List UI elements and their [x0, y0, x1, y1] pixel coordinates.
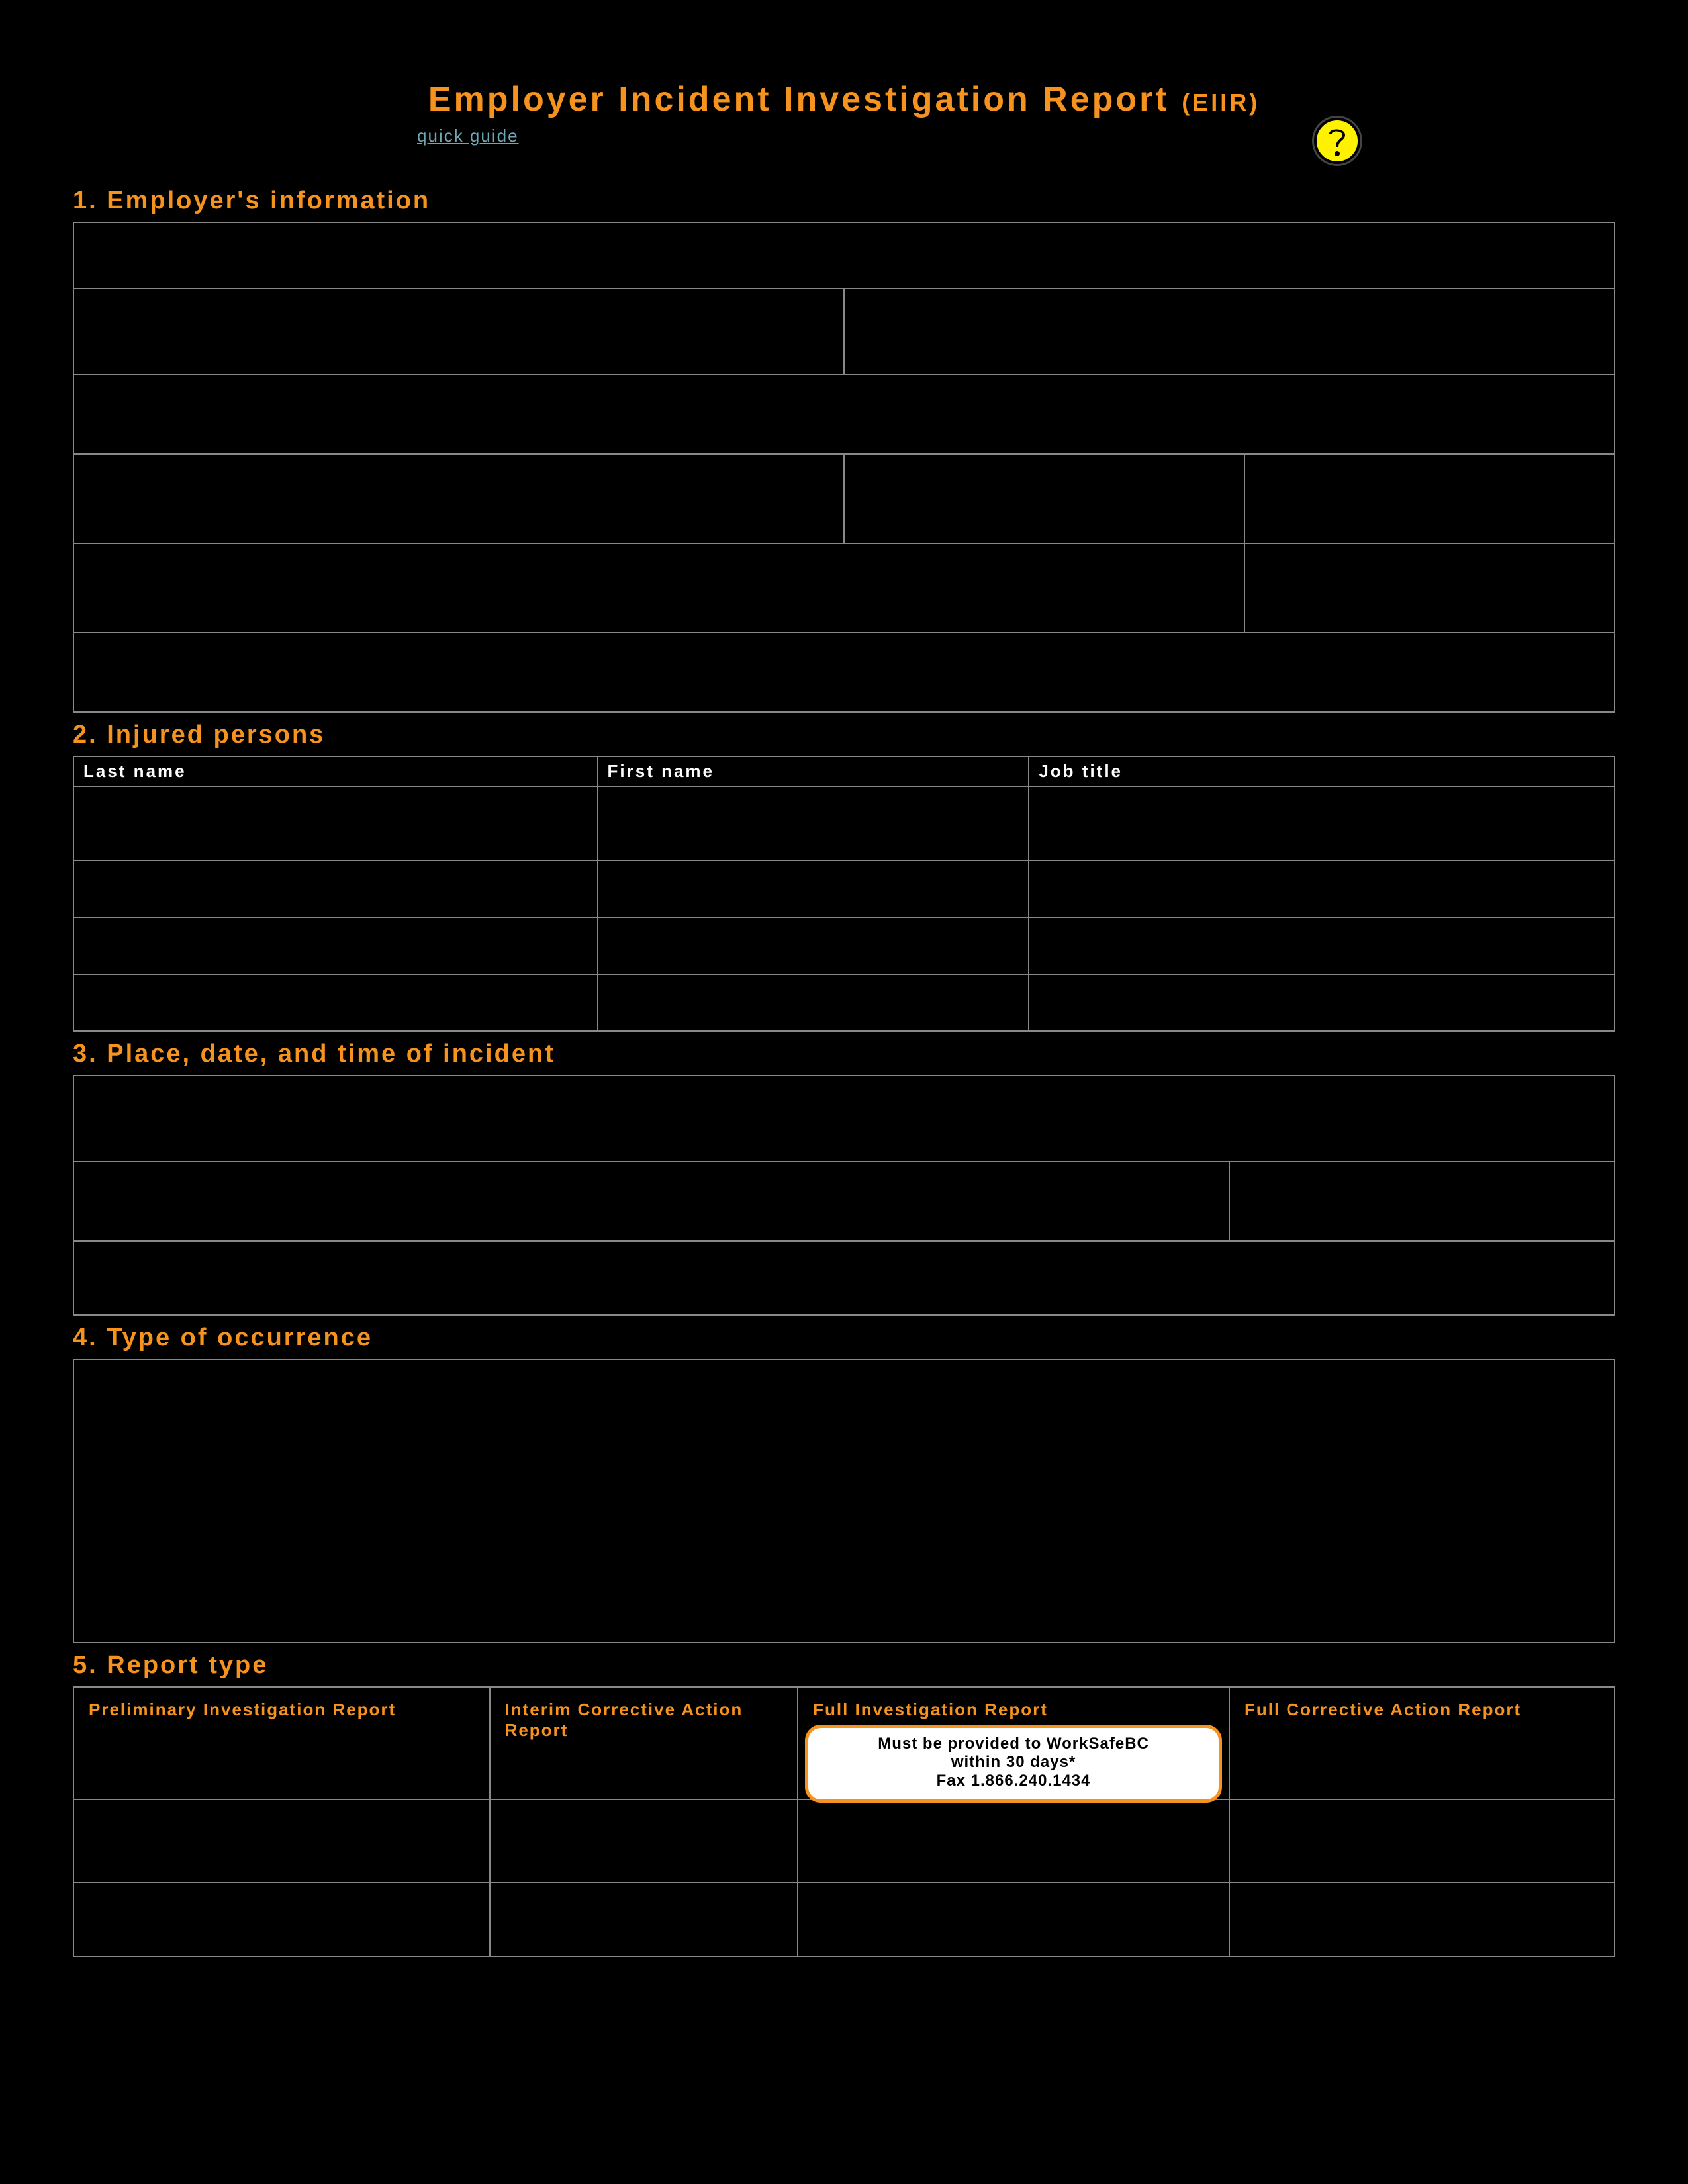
table-cell[interactable] — [598, 974, 1029, 1031]
help-icon[interactable] — [1314, 118, 1360, 164]
s3-row1[interactable] — [73, 1075, 1615, 1161]
s3-row2-c2[interactable] — [1229, 1161, 1615, 1241]
section-5-heading: 5. Report type — [73, 1651, 1615, 1680]
page-title-block: Employer Incident Investigation Report (… — [73, 79, 1615, 119]
table-cell[interactable] — [1029, 786, 1615, 860]
s2-col-jobtitle: Job title — [1029, 756, 1615, 786]
s1-row4-c2[interactable] — [844, 454, 1244, 543]
s1-row3[interactable] — [73, 375, 1615, 454]
s3-row2-c1[interactable] — [73, 1161, 1229, 1241]
table-cell[interactable] — [598, 860, 1029, 917]
s1-row4-c1[interactable] — [73, 454, 844, 543]
s5-col-full-corrective: Full Corrective Action Report — [1229, 1687, 1615, 1799]
table-cell[interactable] — [73, 860, 598, 917]
s5-col-full-label: Full Investigation Report — [813, 1700, 1048, 1719]
section-2-table: Last name First name Job title — [73, 756, 1615, 1032]
page-title: Employer Incident Investigation Report (… — [428, 80, 1260, 118]
s3-row3[interactable] — [73, 1241, 1615, 1315]
s1-row2-c2[interactable] — [844, 289, 1615, 375]
title-main: Employer Incident Investigation Report — [428, 80, 1170, 118]
table-cell[interactable] — [1029, 974, 1615, 1031]
s1-row6[interactable] — [73, 633, 1615, 712]
section-4-heading: 4. Type of occurrence — [73, 1324, 1615, 1352]
callout-line1: Must be provided to WorkSafeBC — [816, 1735, 1211, 1753]
table-cell[interactable] — [490, 1799, 798, 1882]
s1-row4-c3[interactable] — [1244, 454, 1615, 543]
quick-guide-link[interactable]: quick guide — [417, 126, 519, 146]
guide-row: quick guide — [73, 126, 1615, 179]
table-cell[interactable] — [1229, 1799, 1615, 1882]
s1-row5-c1[interactable] — [73, 543, 1244, 633]
s1-row5-c2[interactable] — [1244, 543, 1615, 633]
s2-col-firstname: First name — [598, 756, 1029, 786]
table-cell[interactable] — [73, 1799, 490, 1882]
section-3-table — [73, 1075, 1615, 1316]
section-3-heading: 3. Place, date, and time of incident — [73, 1040, 1615, 1068]
table-cell[interactable] — [73, 1882, 490, 1956]
callout-line3: Fax 1.866.240.1434 — [816, 1772, 1211, 1790]
table-cell[interactable] — [798, 1799, 1229, 1882]
s5-col-full-investigation: Full Investigation Report Must be provid… — [798, 1687, 1229, 1799]
table-cell[interactable] — [73, 786, 598, 860]
table-cell[interactable] — [490, 1882, 798, 1956]
section-5-table: Preliminary Investigation Report Interim… — [73, 1686, 1615, 1957]
s5-col-interim: Interim Corrective Action Report — [490, 1687, 798, 1799]
s5-col-preliminary: Preliminary Investigation Report — [73, 1687, 490, 1799]
table-cell[interactable] — [598, 917, 1029, 974]
table-cell[interactable] — [598, 786, 1029, 860]
full-report-callout: Must be provided to WorkSafeBC within 30… — [805, 1725, 1222, 1803]
section-2-heading: 2. Injured persons — [73, 721, 1615, 749]
section-1-heading: 1. Employer's information — [73, 187, 1615, 215]
callout-line2: within 30 days* — [816, 1753, 1211, 1772]
table-cell[interactable] — [73, 974, 598, 1031]
table-cell[interactable] — [798, 1882, 1229, 1956]
s4-cell[interactable] — [73, 1359, 1615, 1643]
section-1-table — [73, 222, 1615, 713]
s2-col-lastname: Last name — [73, 756, 598, 786]
s1-row2-c1[interactable] — [73, 289, 844, 375]
s1-row1[interactable] — [73, 222, 1615, 289]
table-cell[interactable] — [1229, 1882, 1615, 1956]
table-cell[interactable] — [1029, 917, 1615, 974]
table-cell[interactable] — [73, 917, 598, 974]
section-4-table — [73, 1359, 1615, 1643]
title-suffix: (EIIR) — [1182, 89, 1260, 116]
table-cell[interactable] — [1029, 860, 1615, 917]
